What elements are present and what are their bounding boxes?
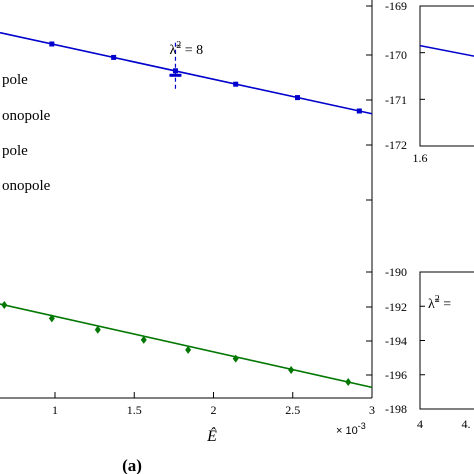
legend-entry-4: onopole	[2, 178, 51, 194]
right-tick-label: -172	[385, 138, 407, 152]
data-point	[345, 378, 352, 387]
data-point	[1, 301, 8, 309]
x-tick-label: 2.5	[285, 403, 300, 417]
series-line	[0, 303, 373, 389]
series-2	[0, 301, 373, 389]
lambda-annotation: λ̃2 = 8	[169, 40, 203, 91]
bottom-inset: λ̃2 = 4 4.	[417, 271, 474, 431]
data-point	[295, 95, 301, 101]
data-point	[140, 335, 147, 344]
data-point	[356, 108, 362, 114]
bottom-inset-x-tick-1: 4	[417, 417, 423, 431]
x-exponent: × 10-3	[336, 421, 366, 437]
top-inset-series	[419, 44, 474, 57]
top-inset: 1.6	[413, 5, 474, 165]
data-point	[232, 354, 239, 363]
data-point	[288, 365, 295, 374]
x-axis-label: Ê	[206, 426, 217, 445]
data-point	[111, 54, 117, 60]
data-point	[94, 325, 101, 334]
right-tick-label: -192	[385, 300, 407, 314]
legend-entry-2: onopole	[2, 108, 51, 124]
top-inset-frame	[419, 5, 474, 147]
annotation-marker-bar	[169, 73, 182, 77]
main-axes	[0, 0, 373, 399]
top-inset-y-ticks	[420, 5, 425, 147]
panel-label: (a)	[122, 456, 142, 474]
x-tick-label: 1	[52, 403, 58, 417]
series-line	[0, 31, 373, 115]
bottom-inset-annotation: λ̃2 =	[428, 294, 451, 312]
legend: pole onopole pole onopole	[2, 72, 51, 194]
right-tick-label: -170	[385, 48, 407, 62]
legend-entry-3: pole	[2, 143, 28, 159]
x-tick-label: 2	[211, 403, 217, 417]
right-tick-label: -198	[385, 402, 407, 416]
x-tick-label: 3	[369, 403, 375, 417]
main-x-ticks: 1 1.5 2 2.5 3	[52, 392, 375, 417]
data-point	[185, 345, 192, 354]
legend-entry-1: pole	[2, 72, 28, 88]
data-point	[233, 81, 239, 87]
annotation-text: λ̃2 = 8	[169, 40, 203, 58]
right-tick-label: -194	[385, 334, 407, 348]
right-tick-label: -169	[385, 0, 407, 13]
main-series-group	[0, 31, 373, 389]
data-point	[49, 41, 55, 47]
right-tick-labels: -169 -170 -171 -172 -190 -192 -194 -196 -198	[366, 0, 407, 416]
right-tick-label: -190	[385, 265, 407, 279]
right-tick-label: -196	[385, 368, 407, 382]
bottom-inset-y-ticks	[420, 271, 425, 410]
x-tick-label: 1.5	[127, 403, 142, 417]
data-point	[48, 314, 55, 323]
bottom-inset-x-tick-2: 4.	[462, 417, 471, 431]
top-inset-x-tick-1: 1.6	[413, 151, 428, 165]
right-tick-label: -171	[385, 93, 407, 107]
bottom-inset-frame	[419, 271, 474, 410]
